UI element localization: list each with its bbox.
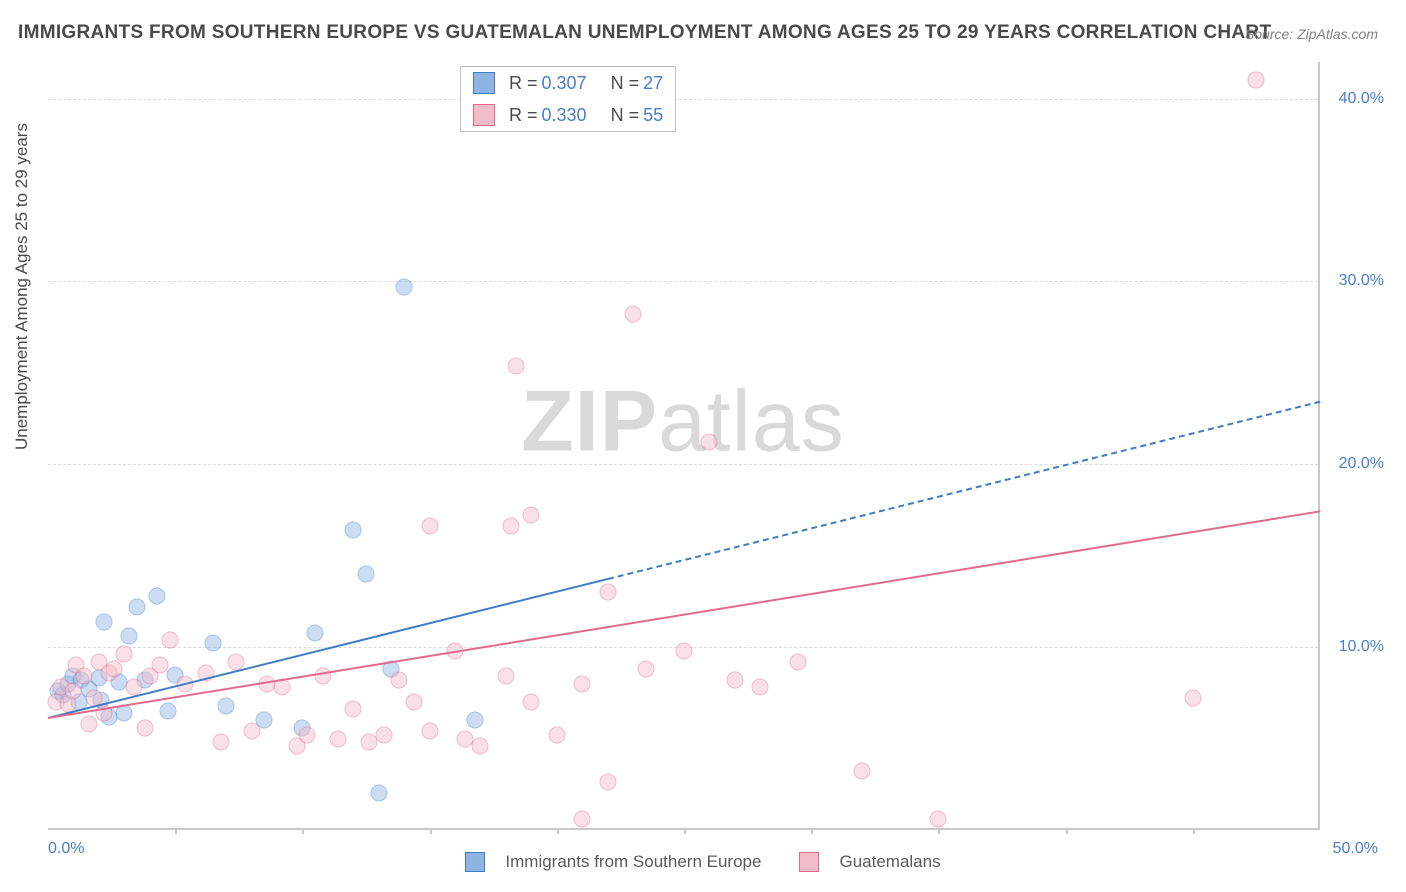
data-point xyxy=(358,566,375,583)
data-point xyxy=(370,785,387,802)
series-legend: Immigrants from Southern Europe Guatemala… xyxy=(0,852,1406,872)
data-point xyxy=(218,697,235,714)
data-point xyxy=(391,672,408,689)
data-point xyxy=(1248,72,1265,89)
source-label: Source: ZipAtlas.com xyxy=(1245,26,1378,42)
legend-item: Immigrants from Southern Europe xyxy=(465,852,761,872)
data-point xyxy=(1184,690,1201,707)
r-label: R = xyxy=(509,105,538,126)
legend-label: Immigrants from Southern Europe xyxy=(505,852,761,872)
r-label: R = xyxy=(509,73,538,94)
watermark: ZIPatlas xyxy=(521,373,844,472)
y-tick-label: 40.0% xyxy=(1326,90,1384,108)
data-point xyxy=(599,584,616,601)
data-point xyxy=(548,726,565,743)
legend-item: Guatemalans xyxy=(799,852,940,872)
data-point xyxy=(523,694,540,711)
correlation-row: R = 0.330 N = 55 xyxy=(461,99,675,131)
data-point xyxy=(330,730,347,747)
r-value: 0.307 xyxy=(542,73,587,94)
watermark-rest: atlas xyxy=(658,374,845,470)
data-point xyxy=(95,613,112,630)
data-point xyxy=(65,683,82,700)
chart-title: IMMIGRANTS FROM SOUTHERN EUROPE VS GUATE… xyxy=(18,22,1271,44)
n-value: 27 xyxy=(643,73,663,94)
data-point xyxy=(151,657,168,674)
data-point xyxy=(307,624,324,641)
y-tick-label: 20.0% xyxy=(1326,455,1384,473)
x-tick-mark xyxy=(1066,828,1068,834)
data-point xyxy=(80,715,97,732)
x-tick-mark xyxy=(430,828,432,834)
data-point xyxy=(136,719,153,736)
data-point xyxy=(421,518,438,535)
data-point xyxy=(574,811,591,828)
data-point xyxy=(162,631,179,648)
gridline xyxy=(48,99,1318,100)
gridline xyxy=(48,281,1318,282)
data-point xyxy=(121,628,138,645)
trend-line-extrapolated xyxy=(607,400,1320,579)
data-point xyxy=(116,646,133,663)
data-point xyxy=(574,675,591,692)
data-point xyxy=(752,679,769,696)
x-tick-mark xyxy=(302,828,304,834)
data-point xyxy=(212,734,229,751)
data-point xyxy=(676,642,693,659)
data-point xyxy=(299,726,316,743)
data-point xyxy=(243,723,260,740)
data-point xyxy=(503,518,520,535)
data-point xyxy=(106,661,123,678)
chart-plot-area: ZIPatlas 10.0%20.0%30.0%40.0% xyxy=(48,62,1320,830)
data-point xyxy=(149,587,166,604)
correlation-legend: R = 0.307 N = 27 R = 0.330 N = 55 xyxy=(460,66,676,132)
data-point xyxy=(790,653,807,670)
n-label: N = xyxy=(611,73,640,94)
data-point xyxy=(345,701,362,718)
data-point xyxy=(345,522,362,539)
gridline xyxy=(48,464,1318,465)
data-point xyxy=(726,672,743,689)
data-point xyxy=(467,712,484,729)
y-axis-label: Unemployment Among Ages 25 to 29 years xyxy=(12,123,32,450)
correlation-row: R = 0.307 N = 27 xyxy=(461,67,675,99)
data-point xyxy=(396,278,413,295)
data-point xyxy=(701,434,718,451)
data-point xyxy=(508,357,525,374)
legend-swatch xyxy=(473,104,495,126)
data-point xyxy=(375,726,392,743)
legend-swatch xyxy=(473,72,495,94)
data-point xyxy=(930,811,947,828)
data-point xyxy=(406,694,423,711)
data-point xyxy=(637,661,654,678)
n-value: 55 xyxy=(643,105,663,126)
data-point xyxy=(129,598,146,615)
data-point xyxy=(599,774,616,791)
legend-label: Guatemalans xyxy=(839,852,940,872)
legend-swatch xyxy=(465,852,485,872)
data-point xyxy=(421,723,438,740)
x-tick-mark xyxy=(175,828,177,834)
data-point xyxy=(472,737,489,754)
trend-line xyxy=(48,510,1320,719)
data-point xyxy=(523,507,540,524)
data-point xyxy=(75,668,92,685)
x-tick-mark xyxy=(557,828,559,834)
watermark-bold: ZIP xyxy=(521,374,658,470)
x-tick-mark xyxy=(684,828,686,834)
r-value: 0.330 xyxy=(542,105,587,126)
legend-swatch xyxy=(799,852,819,872)
y-tick-label: 30.0% xyxy=(1326,272,1384,290)
data-point xyxy=(625,306,642,323)
x-tick-mark xyxy=(938,828,940,834)
x-tick-mark xyxy=(1193,828,1195,834)
data-point xyxy=(497,668,514,685)
data-point xyxy=(205,635,222,652)
data-point xyxy=(159,703,176,720)
y-tick-label: 10.0% xyxy=(1326,638,1384,656)
x-tick-mark xyxy=(811,828,813,834)
data-point xyxy=(854,763,871,780)
n-label: N = xyxy=(611,105,640,126)
